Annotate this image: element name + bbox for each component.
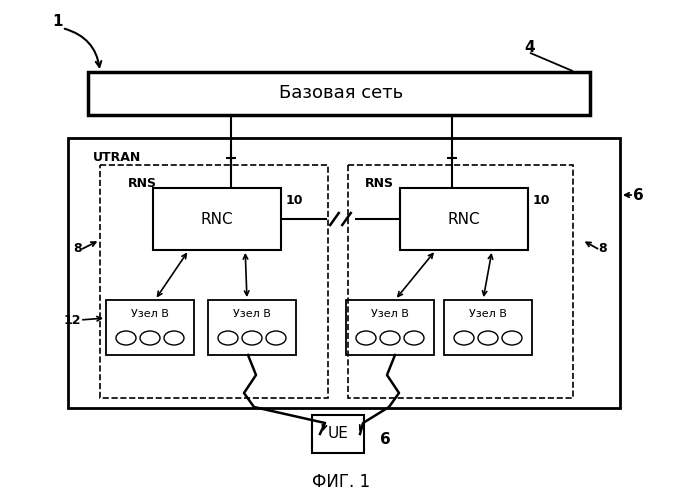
Text: RNS: RNS [365,177,394,190]
Ellipse shape [454,331,474,345]
Text: Базовая сеть: Базовая сеть [279,84,403,102]
Text: RNS: RNS [128,177,157,190]
Ellipse shape [502,331,522,345]
Ellipse shape [404,331,424,345]
Text: 8: 8 [74,242,83,254]
Text: UTRAN: UTRAN [93,151,141,164]
Bar [153,188,281,250]
Text: Узел В: Узел В [131,309,169,319]
Bar [88,72,590,115]
Ellipse shape [266,331,286,345]
Text: Узел В: Узел В [371,309,409,319]
Bar [400,188,528,250]
Ellipse shape [242,331,262,345]
Bar [312,415,364,453]
Bar [208,300,296,355]
Text: 1: 1 [53,14,63,30]
Ellipse shape [356,331,376,345]
Bar [346,300,434,355]
Bar [444,300,532,355]
Text: RNC: RNC [201,212,233,226]
Text: Узел В: Узел В [469,309,507,319]
Text: 12: 12 [63,314,80,326]
Ellipse shape [478,331,498,345]
Bar [348,165,573,398]
Ellipse shape [380,331,400,345]
Text: 8: 8 [599,242,607,254]
Ellipse shape [140,331,160,345]
Text: UE: UE [327,426,349,442]
Text: ФИГ. 1: ФИГ. 1 [312,473,370,491]
Text: 6: 6 [633,188,643,202]
Ellipse shape [164,331,184,345]
Ellipse shape [218,331,238,345]
Bar [106,300,194,355]
Text: 10: 10 [532,194,550,206]
Bar [100,165,328,398]
Bar [68,138,620,408]
Text: RNC: RNC [447,212,480,226]
Text: 4: 4 [524,40,535,56]
Text: 10: 10 [285,194,303,206]
Ellipse shape [116,331,136,345]
Text: Узел В: Узел В [233,309,271,319]
Text: 6: 6 [380,432,390,446]
